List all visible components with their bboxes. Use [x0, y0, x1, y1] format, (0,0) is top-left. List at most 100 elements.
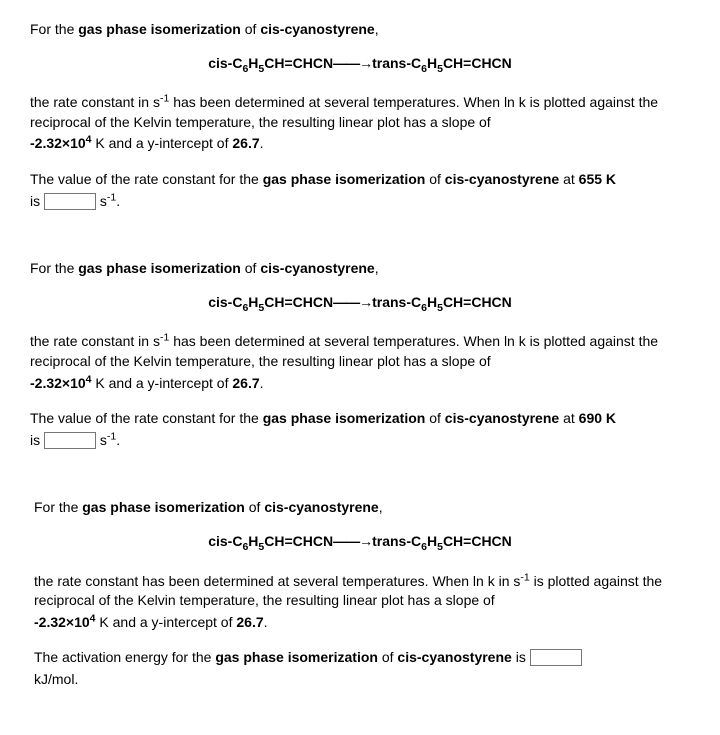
arrow-icon: ——→ [333, 533, 372, 549]
description-line: the rate constant has been determined at… [34, 572, 686, 611]
intercept-value: 26.7 [232, 375, 259, 391]
arrow-icon: ——→ [333, 55, 372, 71]
text: K and a y-intercept of [92, 375, 233, 391]
text: K and a y-intercept of [96, 614, 237, 630]
eq-part: CH=CHCN [443, 55, 512, 71]
bold-term: gas phase isomerization [78, 21, 241, 37]
text: For the [30, 21, 78, 37]
unit-label: kJ/mol. [34, 671, 78, 687]
text: the rate constant in s [30, 94, 160, 110]
text: at [559, 171, 578, 187]
values-line: -2.32×104 K and a y-intercept of 26.7. [30, 134, 690, 154]
text: . [260, 375, 264, 391]
reaction-equation: cis-C6H5CH=CHCN——→trans-C6H5CH=CHCN [30, 54, 690, 74]
eq-part: trans-C [372, 533, 421, 549]
arrow-icon: ——→ [333, 294, 372, 310]
temperature-value: 655 K [579, 171, 616, 187]
text: . [116, 193, 120, 209]
superscript: -1 [160, 332, 169, 344]
eq-part: H [248, 55, 258, 71]
unit-label: s [96, 432, 107, 448]
text: . [264, 614, 268, 630]
eq-part: cis-C [208, 294, 242, 310]
text: the rate constant in s [30, 333, 160, 349]
compound-name: cis-cyanostyrene [397, 649, 511, 665]
eq-part: CH=CHCN [264, 55, 333, 71]
text: . [260, 135, 264, 151]
question-block-2: For the gas phase isomerization of cis-c… [0, 239, 720, 478]
prompt-line: The value of the rate constant for the g… [30, 170, 690, 190]
text: of [245, 499, 264, 515]
text: , [379, 499, 383, 515]
slope-value: -2.32×10 [30, 135, 86, 151]
unit-label: s [96, 193, 107, 209]
values-line: -2.32×104 K and a y-intercept of 26.7. [30, 374, 690, 394]
answer-unit-line: kJ/mol. [34, 670, 686, 690]
bold-term: gas phase isomerization [215, 649, 378, 665]
text: of [378, 649, 397, 665]
eq-part: trans-C [372, 294, 421, 310]
intro-line: For the gas phase isomerization of cis-c… [34, 498, 686, 518]
text: of [425, 171, 444, 187]
reaction-equation: cis-C6H5CH=CHCN——→trans-C6H5CH=CHCN [30, 293, 690, 313]
text: is [512, 649, 530, 665]
eq-part: CH=CHCN [443, 294, 512, 310]
intercept-value: 26.7 [236, 614, 263, 630]
eq-part: H [248, 294, 258, 310]
bold-term: gas phase isomerization [263, 171, 426, 187]
text: , [375, 260, 379, 276]
superscript: -1 [107, 191, 116, 203]
rate-constant-input[interactable] [44, 432, 96, 449]
intercept-value: 26.7 [232, 135, 259, 151]
text: at [559, 410, 578, 426]
prompt-line: The activation energy for the gas phase … [34, 648, 686, 668]
activation-energy-input[interactable] [530, 649, 582, 666]
eq-part: trans-C [372, 55, 421, 71]
prompt-line: The value of the rate constant for the g… [30, 409, 690, 429]
text: The value of the rate constant for the [30, 171, 263, 187]
description-line: the rate constant in s-1 has been determ… [30, 332, 690, 371]
compound-name: cis-cyanostyrene [260, 260, 374, 276]
values-line: -2.32×104 K and a y-intercept of 26.7. [34, 613, 686, 633]
answer-line: is s-1. [30, 192, 690, 212]
eq-part: CH=CHCN [443, 533, 512, 549]
compound-name: cis-cyanostyrene [260, 21, 374, 37]
temperature-value: 690 K [579, 410, 616, 426]
reaction-equation: cis-C6H5CH=CHCN——→trans-C6H5CH=CHCN [34, 532, 686, 552]
text: , [375, 21, 379, 37]
bold-term: gas phase isomerization [263, 410, 426, 426]
intro-line: For the gas phase isomerization of cis-c… [30, 259, 690, 279]
compound-name: cis-cyanostyrene [445, 410, 559, 426]
text: For the [34, 499, 82, 515]
eq-part: H [427, 294, 437, 310]
text: is [30, 193, 44, 209]
eq-part: CH=CHCN [264, 294, 333, 310]
text: of [241, 260, 260, 276]
text: The activation energy for the [34, 649, 215, 665]
superscript: -1 [520, 571, 529, 583]
slope-value: -2.32×10 [30, 375, 86, 391]
eq-part: H [427, 533, 437, 549]
text: the rate constant has been determined at… [34, 573, 520, 589]
bold-term: gas phase isomerization [78, 260, 241, 276]
text: The value of the rate constant for the [30, 410, 263, 426]
text: of [241, 21, 260, 37]
slope-value: -2.32×10 [34, 614, 90, 630]
eq-part: cis-C [208, 533, 242, 549]
superscript: -1 [107, 430, 116, 442]
text: K and a y-intercept of [92, 135, 233, 151]
compound-name: cis-cyanostyrene [264, 499, 378, 515]
eq-part: cis-C [208, 55, 242, 71]
eq-part: H [248, 533, 258, 549]
text: of [425, 410, 444, 426]
question-block-3: For the gas phase isomerization of cis-c… [0, 478, 720, 717]
intro-line: For the gas phase isomerization of cis-c… [30, 20, 690, 40]
text: . [116, 432, 120, 448]
eq-part: CH=CHCN [264, 533, 333, 549]
compound-name: cis-cyanostyrene [445, 171, 559, 187]
text: is [30, 432, 44, 448]
description-line: the rate constant in s-1 has been determ… [30, 93, 690, 132]
bold-term: gas phase isomerization [82, 499, 245, 515]
superscript: -1 [160, 93, 169, 105]
rate-constant-input[interactable] [44, 193, 96, 210]
